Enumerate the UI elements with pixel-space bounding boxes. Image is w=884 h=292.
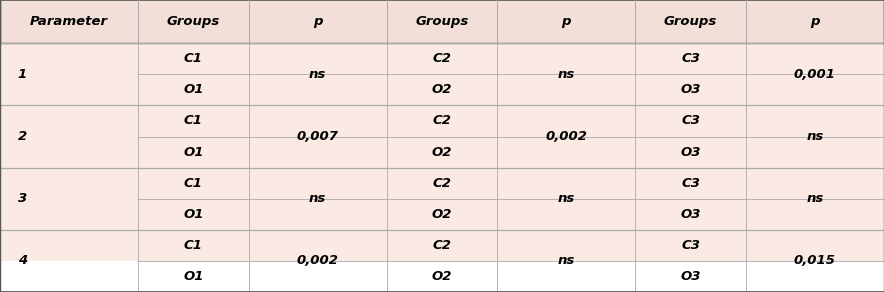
Bar	[0, 43, 884, 105]
Text: O2: O2	[431, 270, 453, 283]
Text: ns: ns	[806, 130, 824, 143]
Text: C2: C2	[432, 52, 452, 65]
Text: C3: C3	[681, 239, 700, 252]
Bar	[0, 230, 884, 292]
Text: Groups: Groups	[415, 15, 469, 28]
Bar	[0, 105, 884, 168]
Text: C2: C2	[432, 239, 452, 252]
Text: 3: 3	[18, 192, 27, 205]
Text: C3: C3	[681, 177, 700, 190]
Text: Groups: Groups	[167, 15, 220, 28]
Text: O2: O2	[431, 145, 453, 159]
Bar	[0, 0, 884, 43]
Text: O3: O3	[681, 83, 701, 96]
Text: C1: C1	[184, 177, 203, 190]
Text: C2: C2	[432, 114, 452, 128]
Text: O2: O2	[431, 83, 453, 96]
Text: C1: C1	[184, 239, 203, 252]
Text: 2: 2	[18, 130, 27, 143]
Text: 1: 1	[18, 68, 27, 81]
Text: C1: C1	[184, 52, 203, 65]
Bar	[0, 261, 884, 292]
Text: ns: ns	[558, 254, 575, 267]
Text: O1: O1	[183, 83, 203, 96]
Text: 0,015: 0,015	[794, 254, 836, 267]
Text: p: p	[810, 15, 819, 28]
Text: O3: O3	[681, 270, 701, 283]
Text: Groups: Groups	[664, 15, 717, 28]
Text: 0,002: 0,002	[545, 130, 587, 143]
Text: Parameter: Parameter	[30, 15, 108, 28]
Text: O1: O1	[183, 270, 203, 283]
Text: p: p	[561, 15, 571, 28]
Text: C3: C3	[681, 52, 700, 65]
Text: 0,002: 0,002	[297, 254, 339, 267]
Text: C1: C1	[184, 114, 203, 128]
Bar	[0, 168, 884, 230]
Text: O1: O1	[183, 208, 203, 221]
Text: 4: 4	[18, 254, 27, 267]
Text: O1: O1	[183, 145, 203, 159]
Text: O3: O3	[681, 145, 701, 159]
Text: O2: O2	[431, 208, 453, 221]
Text: 0,007: 0,007	[297, 130, 339, 143]
Text: p: p	[313, 15, 323, 28]
Text: O3: O3	[681, 208, 701, 221]
Text: ns: ns	[309, 68, 326, 81]
Text: ns: ns	[558, 192, 575, 205]
Text: C2: C2	[432, 177, 452, 190]
Text: C3: C3	[681, 114, 700, 128]
Text: ns: ns	[806, 192, 824, 205]
Text: ns: ns	[558, 68, 575, 81]
Text: 0,001: 0,001	[794, 68, 836, 81]
Text: ns: ns	[309, 192, 326, 205]
